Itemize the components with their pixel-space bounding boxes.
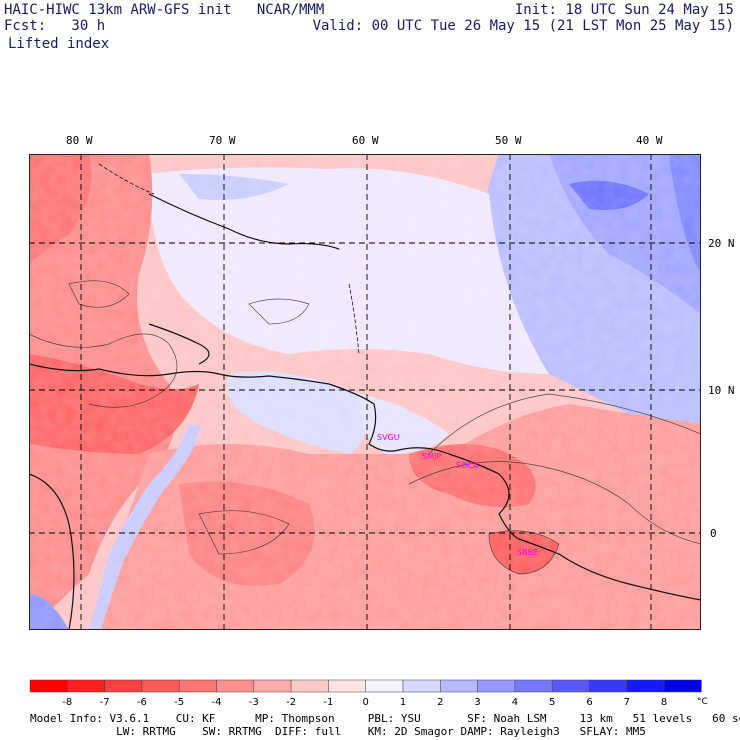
lon-label-80w: 80 W — [66, 134, 93, 147]
colorbar-tick: 4 — [512, 697, 518, 706]
lat-label-10n: 10 N — [708, 384, 735, 397]
lat-label-equator: 0 — [710, 527, 717, 540]
station-svgu: SVGU — [377, 433, 400, 442]
field-texture — [29, 154, 701, 630]
colorbar-tick: 0 — [363, 697, 369, 706]
colorbar-swatch — [402, 679, 441, 693]
lat-label-20n: 20 N — [708, 237, 735, 250]
contour-patch-1 — [248, 298, 310, 325]
colorbar-swatch — [29, 679, 68, 693]
colorbar-tick: 2 — [437, 697, 443, 706]
model-info-line1: Model Info: V3.6.1 CU: KF MP: Thompson P… — [30, 712, 740, 725]
islands — [98, 163, 360, 355]
colorbar-swatch — [589, 679, 628, 693]
colorbar-tick: -3 — [249, 697, 259, 706]
colorbar-tick: -4 — [212, 697, 222, 706]
colorbar-tick: 5 — [549, 697, 555, 706]
colorbar-swatch — [514, 679, 553, 693]
hispaniola-coast — [148, 323, 210, 365]
lon-label-40w: 40 W — [636, 134, 663, 147]
lon-label-50w: 50 W — [495, 134, 522, 147]
colorbar-swatch — [216, 679, 255, 693]
colorbar-unit: °C — [697, 697, 708, 706]
colorbar-swatch — [477, 679, 516, 693]
contour-minus-2 — [428, 393, 701, 455]
forecast-hour: Fcst: 30 h — [4, 18, 106, 34]
lon-label-70w: 70 W — [209, 134, 236, 147]
colorbar-swatches — [29, 679, 702, 693]
contour-patch-2 — [68, 280, 130, 308]
contour-patch-4 — [488, 530, 560, 575]
colorbar-swatch — [141, 679, 180, 693]
contour-lines — [29, 280, 701, 575]
colorbar-tick: 8 — [661, 697, 667, 706]
colorbar-tick-labels: -8 -7 -6 -5 -4 -3 -2 -1 0 1 2 3 4 5 6 7 8 — [62, 697, 667, 706]
contour-minus-3 — [408, 461, 701, 545]
station-soca: SOCA — [456, 461, 479, 470]
model-title: HAIC-HIWC 13km ARW-GFS init NCAR/MMM — [4, 2, 325, 18]
colorbar-tick: 1 — [400, 697, 406, 706]
valid-time: Valid: 00 UTC Tue 26 May 15 (21 LST Mon … — [312, 18, 734, 34]
colorbar-swatch — [626, 679, 665, 693]
colorbar-swatch — [551, 679, 590, 693]
colorbar-tick: -2 — [286, 697, 296, 706]
lifted-index-map: SVGU SMJP SOCA SBBE — [29, 154, 701, 630]
colorbar-tick: -5 — [174, 697, 184, 706]
station-labels: SVGU SMJP SOCA SBBE — [377, 433, 538, 557]
colorbar-swatch — [178, 679, 217, 693]
colorbar-tick: 3 — [474, 697, 480, 706]
colorbar-swatch — [67, 679, 105, 693]
colorbar-swatch — [253, 679, 292, 693]
station-smjp: SMJP — [422, 452, 441, 461]
colorbar: -8 -7 -6 -5 -4 -3 -2 -1 0 1 2 3 4 5 6 7 8 °C — [29, 679, 708, 706]
model-info-line2: LW: RRTMG SW: RRTMG DIFF: full KM: 2D Sm… — [30, 725, 646, 738]
colorbar-tick: -6 — [137, 697, 147, 706]
colorbar-tick: 6 — [586, 697, 592, 706]
lesser-antilles — [348, 283, 360, 355]
colorbar-swatch — [104, 679, 143, 693]
colorbar-tick: 7 — [624, 697, 630, 706]
colorbar-swatch — [290, 679, 329, 693]
colorbar-swatch — [663, 679, 702, 693]
colorbar-tick: -8 — [62, 697, 72, 706]
colorbar-swatch — [328, 679, 366, 693]
lon-label-60w: 60 W — [352, 134, 379, 147]
northern-south-america-coast — [29, 363, 701, 601]
colorbar-swatch — [365, 679, 404, 693]
bahamas-chain — [98, 163, 155, 195]
colorbar-swatch — [440, 679, 478, 693]
map-frame — [29, 154, 701, 630]
field-name: Lifted index — [8, 36, 110, 52]
colorbar-tick: -1 — [323, 697, 333, 706]
contour-patch-3 — [198, 510, 290, 555]
coastlines — [29, 193, 701, 630]
pacific-coast — [29, 473, 75, 630]
colorbar-tick: -7 — [100, 697, 110, 706]
graticule — [29, 154, 701, 630]
greater-antilles-coast — [148, 193, 340, 250]
station-sbbe: SBBE — [517, 548, 538, 557]
init-time: Init: 18 UTC Sun 24 May 15 — [514, 2, 734, 18]
